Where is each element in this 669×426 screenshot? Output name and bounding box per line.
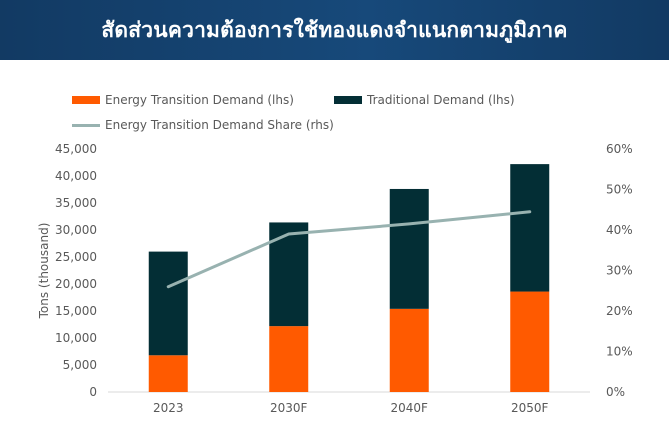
legend-label-share: Energy Transition Demand Share (rhs)	[105, 118, 334, 132]
y-axis-title: Tons (thousand)	[37, 223, 51, 320]
y-tick-label: 5,000	[63, 358, 97, 372]
bar-energy-transition	[389, 308, 429, 392]
legend-swatch-energy-transition	[72, 96, 100, 104]
y2-tick-label: 60%	[606, 142, 633, 156]
bar-energy-transition	[510, 291, 550, 392]
y-tick-label: 40,000	[55, 169, 97, 183]
title-banner: สัดส่วนความต้องการใช้ทองแดงจำแนกตามภูมิภ…	[0, 0, 669, 60]
x-tick-label: 2040F	[391, 401, 429, 415]
legend-swatch-traditional	[334, 96, 362, 104]
legend-item-share: Energy Transition Demand Share (rhs)	[72, 118, 334, 132]
legend-item-traditional: Traditional Demand (lhs)	[334, 93, 515, 107]
bar-traditional	[269, 222, 309, 327]
y-tick-label: 35,000	[55, 196, 97, 210]
y2-tick-label: 10%	[606, 345, 633, 359]
x-tick-label: 2030F	[270, 401, 308, 415]
y-tick-label: 30,000	[55, 223, 97, 237]
y2-tick-label: 50%	[606, 183, 633, 197]
y-tick-label: 25,000	[55, 250, 97, 264]
y-tick-label: 15,000	[55, 304, 97, 318]
legend-item-energy-transition: Energy Transition Demand (lhs)	[72, 93, 294, 107]
x-tick-label: 2023	[153, 401, 184, 415]
bar-energy-transition	[148, 355, 188, 392]
y2-tick-label: 40%	[606, 223, 633, 237]
legend-label-energy-transition: Energy Transition Demand (lhs)	[105, 93, 294, 107]
y-tick-label: 10,000	[55, 331, 97, 345]
x-tick-label: 2050F	[511, 401, 549, 415]
legend-swatch-share	[72, 123, 100, 127]
bar-traditional	[389, 188, 429, 309]
y2-tick-label: 20%	[606, 304, 633, 318]
y-tick-label: 45,000	[55, 142, 97, 156]
bar-traditional	[148, 251, 188, 356]
legend-label-traditional: Traditional Demand (lhs)	[367, 93, 515, 107]
y2-tick-label: 0%	[606, 385, 625, 399]
chart-legend: Energy Transition Demand (lhs) Tradition…	[0, 86, 669, 136]
y2-tick-label: 30%	[606, 264, 633, 278]
y-tick-label: 20,000	[55, 277, 97, 291]
y-tick-label: 0	[89, 385, 97, 399]
series-line-share	[166, 210, 532, 289]
page-title: สัดส่วนความต้องการใช้ทองแดงจำแนกตามภูมิภ…	[101, 17, 568, 42]
bar-traditional	[510, 164, 550, 292]
bar-energy-transition	[269, 326, 309, 392]
